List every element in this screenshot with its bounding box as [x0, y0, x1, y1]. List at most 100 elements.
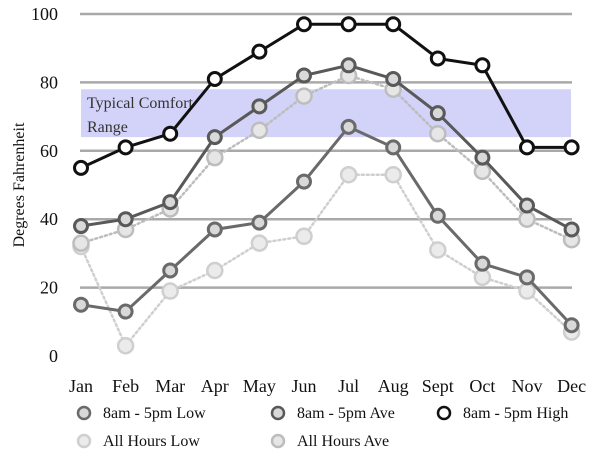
legend-marker [436, 405, 452, 421]
series-1 [72, 66, 581, 252]
x-tick-label: Sept [422, 376, 454, 396]
data-point [296, 16, 312, 33]
x-tick-label: Mar [155, 376, 185, 396]
data-point [563, 139, 580, 156]
data-point [340, 16, 357, 33]
legend-item: 8am - 5pm Ave [270, 405, 395, 422]
series-3 [73, 57, 580, 238]
x-tick-label: Jul [338, 376, 359, 396]
y-tick-label: 40 [40, 209, 58, 229]
data-point [250, 234, 269, 252]
legend-label: 8am - 5pm Low [103, 405, 206, 422]
series-2 [73, 118, 580, 334]
data-point [429, 105, 446, 122]
x-tick-label: Apr [201, 376, 229, 396]
data-point [384, 165, 402, 184]
series-layer [72, 16, 581, 355]
data-point [340, 118, 357, 135]
data-point [162, 262, 179, 279]
data-point [339, 165, 358, 184]
y-tick-label: 100 [31, 4, 58, 24]
data-point [161, 282, 179, 300]
data-point [206, 261, 224, 280]
legend-item: 8am - 5pm High [436, 405, 568, 422]
x-tick-label: Jun [291, 376, 316, 396]
comfort-band-label-line1: Typical Comfort [87, 95, 194, 112]
legend-marker [76, 433, 92, 449]
data-point [518, 210, 536, 228]
data-point [563, 317, 580, 334]
data-point [519, 197, 535, 214]
series-line [80, 125, 573, 327]
y-axis-title: Degrees Fahrenheit [11, 122, 28, 247]
data-point [206, 70, 223, 87]
data-point [429, 50, 446, 67]
comfort-band-layer: Typical Comfort Range [81, 89, 571, 138]
legend-item: 8am - 5pm Low [76, 405, 206, 422]
y-tick-label: 60 [40, 141, 58, 161]
series-4 [73, 16, 580, 176]
data-point [296, 67, 312, 84]
data-point [474, 57, 491, 74]
x-tick-label: Aug [378, 376, 409, 396]
x-tick-label: Oct [469, 376, 495, 396]
data-point [563, 221, 580, 238]
comfort-band-label-line2: Range [87, 119, 128, 136]
data-point [473, 268, 492, 287]
legend-label: All Hours Ave [297, 433, 389, 450]
data-point [251, 98, 268, 115]
x-tick-label: May [243, 376, 276, 396]
data-point [385, 139, 402, 156]
y-tick-label: 80 [40, 72, 58, 92]
data-point [429, 124, 447, 143]
data-point [474, 255, 491, 272]
data-point [429, 241, 447, 259]
legend-item: All Hours Low [76, 433, 200, 450]
axis-layer: 0 20 40 60 80 100 Jan Feb Mar Apr May Jun Jul Aug Sept… [11, 4, 586, 396]
data-point [518, 282, 536, 300]
grid-layer [80, 12, 572, 289]
legend-marker [270, 405, 286, 421]
legend-item: All Hours Ave [270, 433, 389, 450]
data-point [250, 121, 269, 140]
legend-marker [270, 433, 286, 449]
data-point [116, 336, 135, 355]
data-point [296, 173, 312, 190]
data-point [295, 227, 313, 246]
legend-marker [76, 405, 92, 421]
data-point [473, 162, 492, 181]
data-point [162, 125, 179, 142]
data-point [429, 207, 446, 224]
y-tick-label: 0 [49, 346, 58, 366]
series-line [79, 173, 573, 349]
data-point [295, 87, 313, 105]
x-tick-label: Dec [557, 376, 586, 396]
data-point [206, 129, 223, 146]
x-tick-label: Nov [512, 376, 543, 396]
legend-label: 8am - 5pm High [463, 405, 568, 422]
data-point [519, 269, 535, 286]
data-point [385, 70, 402, 87]
x-tick-label: Jan [69, 376, 93, 396]
legend-label: All Hours Low [103, 433, 200, 450]
data-point [117, 303, 134, 320]
legend-label: 8am - 5pm Ave [297, 405, 395, 422]
x-tick-label: Feb [112, 376, 139, 396]
comfort-range-band [81, 89, 571, 138]
data-point [73, 296, 89, 313]
data-point [474, 149, 491, 166]
data-point [73, 159, 89, 176]
data-point [206, 221, 223, 238]
data-point [519, 139, 535, 156]
data-point [72, 234, 90, 252]
data-point [162, 194, 179, 211]
legend-layer: 8am - 5pm Low 8am - 5pm Ave 8am - 5pm High… [76, 405, 568, 450]
data-point [340, 57, 357, 74]
data-point [385, 16, 402, 33]
data-point [251, 43, 268, 60]
data-point [251, 214, 268, 231]
data-point [73, 218, 89, 235]
data-point [117, 139, 134, 156]
